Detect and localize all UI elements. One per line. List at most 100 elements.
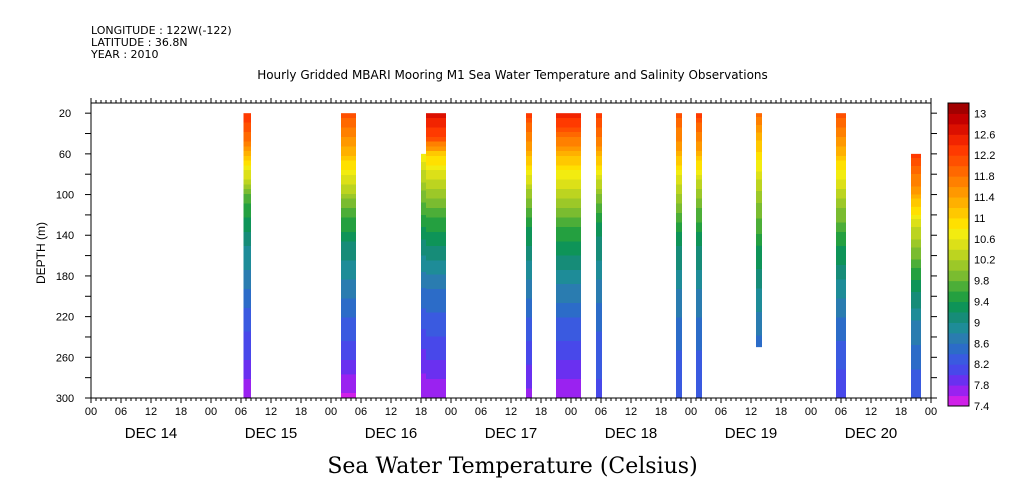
colorbar-cell xyxy=(948,270,969,282)
colorbar-cell xyxy=(948,176,969,188)
colorbar-label: 7.8 xyxy=(974,380,989,392)
x-hour-tick-label: 18 xyxy=(175,406,187,418)
colorbar-label: 12.6 xyxy=(974,129,995,141)
x-hour-tick-label: 18 xyxy=(895,406,907,418)
x-hour-tick-label: 12 xyxy=(625,406,637,418)
x-day-label: DEC 20 xyxy=(845,425,898,442)
colorbar-label: 10.6 xyxy=(974,234,995,246)
colorbar-cell xyxy=(948,353,969,365)
plot-axes: 00 06 12 18 00 06 12 18 00 06 12 18 00 06 12 18 00 06 12 18… xyxy=(56,98,937,442)
data-column xyxy=(596,113,602,398)
latitude-label: LATITUDE : 36.8N xyxy=(91,36,188,49)
colorbar-cell xyxy=(948,207,969,219)
x-day-label: DEC 19 xyxy=(725,425,778,442)
x-hour-tick-label: 18 xyxy=(655,406,667,418)
colorbar-cell xyxy=(948,238,969,250)
colorbar-label: 10.2 xyxy=(974,255,995,267)
colorbar-cell xyxy=(948,301,969,313)
x-hour-tick-label: 18 xyxy=(295,406,307,418)
x-day-label: DEC 14 xyxy=(125,425,178,442)
colorbar-label: 7.4 xyxy=(974,401,989,413)
colorbar-cell xyxy=(948,395,969,407)
data-column xyxy=(421,153,426,398)
x-hour-tick-label: 12 xyxy=(265,406,277,418)
y-tick-label: 140 xyxy=(56,230,74,242)
x-hour-tick-label: 06 xyxy=(475,406,487,418)
y-tick-label: 20 xyxy=(59,108,71,120)
colorbar-cell xyxy=(948,374,969,386)
data-columns xyxy=(243,113,921,398)
chart-title: Hourly Gridded MBARI Mooring M1 Sea Wate… xyxy=(257,68,768,82)
data-column xyxy=(911,153,921,398)
x-hour-tick-label: 12 xyxy=(145,406,157,418)
x-day-label: DEC 17 xyxy=(485,425,538,442)
y-tick-label: 100 xyxy=(56,190,74,202)
y-tick-label: 260 xyxy=(56,352,74,364)
colorbar-cell xyxy=(948,280,969,292)
x-day-label: DEC 18 xyxy=(605,425,658,442)
x-hour-tick-label: 06 xyxy=(715,406,727,418)
colorbar-cell xyxy=(948,385,969,397)
data-column xyxy=(426,113,446,398)
y-axis-title: DEPTH (m) xyxy=(34,222,48,284)
colorbar-cell xyxy=(948,217,969,229)
x-axis-title: Sea Water Temperature (Celsius) xyxy=(327,454,698,479)
colorbar-label: 12.2 xyxy=(974,150,995,162)
x-hour-tick-label: 00 xyxy=(325,406,337,418)
data-column xyxy=(696,113,702,398)
colorbar-cell xyxy=(948,249,969,261)
x-hour-tick-label: 06 xyxy=(595,406,607,418)
x-hour-tick-label: 12 xyxy=(385,406,397,418)
x-hour-tick-label: 00 xyxy=(805,406,817,418)
longitude-label: LONGITUDE : 122W(-122) xyxy=(91,24,232,37)
colorbar-cell xyxy=(948,155,969,167)
colorbar-label: 11.4 xyxy=(974,192,995,204)
x-hour-tick-label: 00 xyxy=(565,406,577,418)
x-hour-tick-label: 06 xyxy=(235,406,247,418)
x-hour-tick-label: 00 xyxy=(925,406,937,418)
x-hour-tick-label: 00 xyxy=(205,406,217,418)
data-column xyxy=(341,113,356,398)
colorbar-frame xyxy=(947,102,970,407)
y-tick-label: 300 xyxy=(56,393,74,405)
x-hour-tick-label: 12 xyxy=(865,406,877,418)
data-column xyxy=(676,113,682,398)
colorbar-cell xyxy=(948,343,969,355)
x-hour-tick-label: 06 xyxy=(355,406,367,418)
x-day-label: DEC 16 xyxy=(365,425,418,442)
colorbar-cell xyxy=(948,332,969,344)
data-column xyxy=(526,113,532,398)
colorbar-cell xyxy=(948,311,969,323)
plot-frame xyxy=(90,102,932,399)
colorbar: 13 12.6 12.2 11.8 11.4 11 10.6 10.2 9.8 9.4 9 8.6 8.… xyxy=(947,102,995,413)
colorbar-label: 8.6 xyxy=(974,338,989,350)
data-column xyxy=(836,113,846,398)
x-hour-tick-label: 18 xyxy=(535,406,547,418)
colorbar-cell xyxy=(948,186,969,198)
x-hour-tick-label: 00 xyxy=(685,406,697,418)
data-column xyxy=(243,113,251,398)
x-hour-tick-label: 00 xyxy=(85,406,97,418)
x-day-label: DEC 15 xyxy=(245,425,298,442)
colorbar-cell xyxy=(948,113,969,125)
x-hour-tick-label: 18 xyxy=(775,406,787,418)
x-hour-tick-label: 18 xyxy=(415,406,427,418)
colorbar-cell xyxy=(948,197,969,208)
colorbar-cell xyxy=(948,134,969,146)
x-hour-tick-label: 06 xyxy=(835,406,847,418)
colorbar-cell xyxy=(948,165,969,177)
colorbar-label: 11 xyxy=(974,213,985,225)
colorbar-cell xyxy=(948,291,969,303)
colorbar-label: 13 xyxy=(974,108,986,120)
colorbar-cell xyxy=(948,144,969,156)
colorbar-label: 8.2 xyxy=(974,359,989,371)
colorbar-label: 9 xyxy=(974,317,980,329)
x-hour-tick-label: 12 xyxy=(505,406,517,418)
x-hour-tick-label: 06 xyxy=(115,406,127,418)
y-tick-label: 220 xyxy=(56,312,74,324)
colorbar-label: 11.8 xyxy=(974,171,995,183)
data-column xyxy=(756,113,762,348)
colorbar-cell xyxy=(948,228,969,240)
colorbar-cell xyxy=(948,103,969,114)
